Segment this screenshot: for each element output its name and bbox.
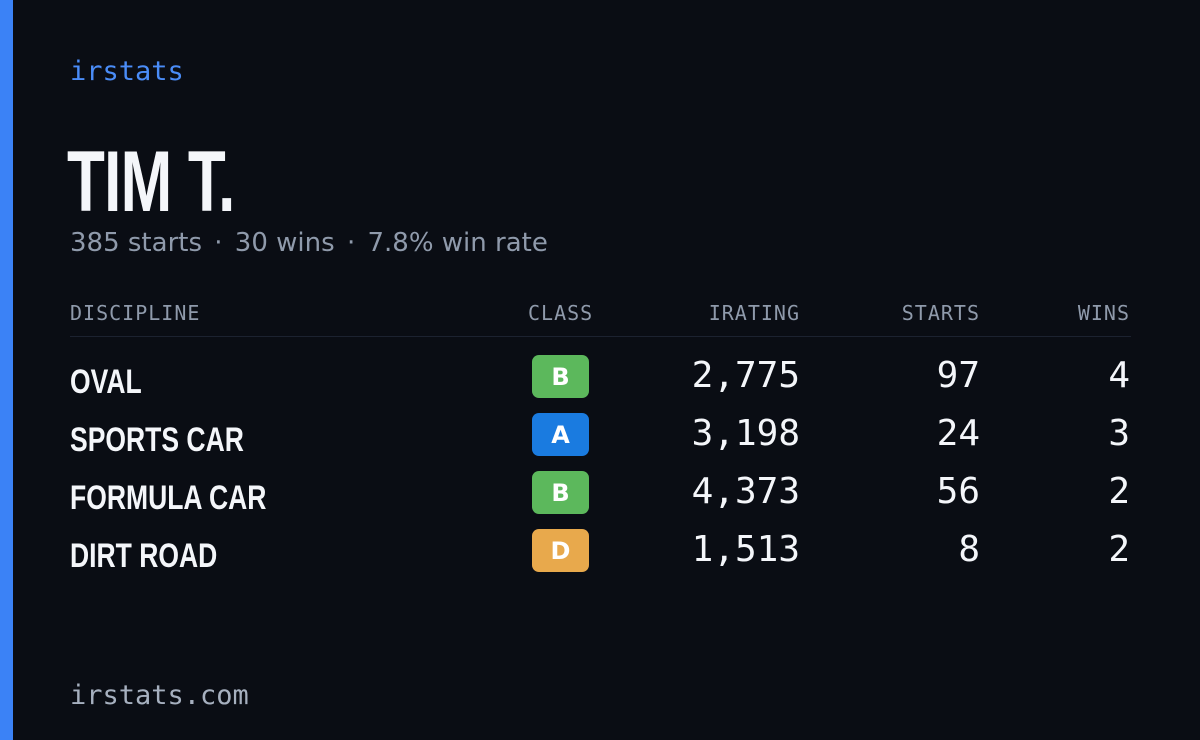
header-irating: IRATING (708, 301, 800, 325)
discipline-table: DISCIPLINE CLASS IRATING STARTS WINS OVA… (70, 296, 1131, 583)
wins-summary: 30 wins (234, 228, 335, 258)
table-row: SPORTS CAR A 3,198 24 3 (70, 409, 1131, 467)
class-badge: D (532, 529, 589, 572)
table-row: FORMULA CAR B 4,373 56 2 (70, 467, 1131, 525)
driver-summary: 385 starts · 30 wins · 7.8% win rate (70, 228, 548, 258)
header-starts: STARTS (901, 301, 980, 325)
class-badge: B (532, 355, 589, 398)
irating-value: 1,513 (691, 529, 800, 570)
starts-value: 8 (958, 529, 980, 570)
wins-value: 3 (1108, 413, 1130, 454)
separator: · (346, 228, 356, 258)
separator: · (214, 228, 223, 258)
starts-summary: 385 starts (70, 228, 202, 258)
header-wins: WINS (1077, 301, 1130, 325)
discipline-name: DIRT ROAD (70, 537, 218, 575)
irating-value: 4,373 (691, 471, 800, 512)
starts-value: 97 (936, 355, 980, 396)
table-header: DISCIPLINE CLASS IRATING STARTS WINS (70, 296, 1131, 337)
header-discipline: DISCIPLINE (70, 301, 201, 325)
starts-value: 56 (936, 471, 980, 512)
wins-value: 4 (1108, 355, 1130, 396)
table-row: DIRT ROAD D 1,513 8 2 (70, 525, 1131, 583)
table-body: OVAL B 2,775 97 4 SPORTS CAR A 3,198 24 … (70, 351, 1131, 583)
wins-value: 2 (1108, 529, 1130, 570)
class-badge: B (532, 471, 589, 514)
brand-logo-text: irstats (70, 56, 184, 87)
table-row: OVAL B 2,775 97 4 (70, 351, 1131, 409)
winrate-summary: 7.8% win rate (367, 228, 548, 258)
discipline-name: FORMULA CAR (70, 479, 267, 517)
footer-url: irstats.com (70, 680, 249, 711)
class-badge: A (532, 413, 589, 456)
irating-value: 3,198 (691, 413, 800, 454)
accent-bar (0, 0, 13, 740)
wins-value: 2 (1108, 471, 1130, 512)
discipline-name: OVAL (70, 363, 142, 401)
starts-value: 24 (936, 413, 980, 454)
driver-name: TIM T. (67, 134, 235, 230)
discipline-name: SPORTS CAR (70, 421, 244, 459)
irating-value: 2,775 (691, 355, 800, 396)
header-class: CLASS (528, 301, 594, 325)
